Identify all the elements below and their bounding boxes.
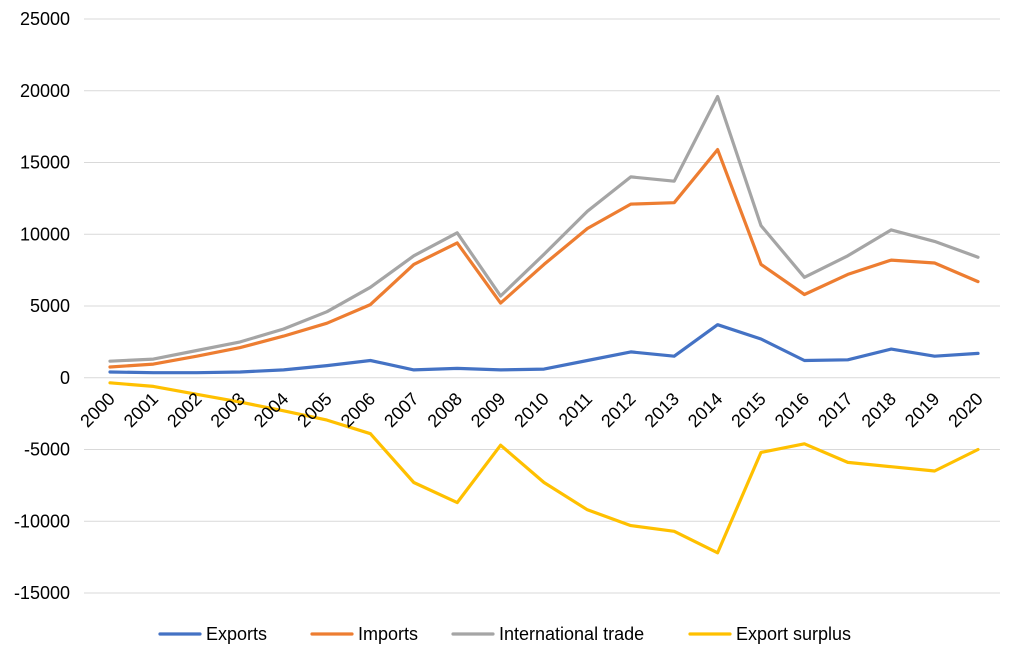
legend-label: International trade <box>499 624 644 644</box>
y-tick-label: 25000 <box>20 9 70 29</box>
y-tick-label: -15000 <box>14 583 70 603</box>
x-tick-label: 2000 <box>76 389 118 431</box>
x-tick-label: 2016 <box>771 389 813 431</box>
y-axis-ticks: -15000 -10000 -5000 0 5000 10000 15000 20000 250… <box>14 9 70 603</box>
x-tick-label: 2001 <box>120 389 162 431</box>
y-tick-label: 20000 <box>20 81 70 101</box>
legend-label: Exports <box>206 624 267 644</box>
series-line-imports <box>108 148 980 369</box>
legend-label: Export surplus <box>736 624 851 644</box>
x-tick-label: 2018 <box>858 389 900 431</box>
x-tick-label: 2008 <box>424 389 466 431</box>
y-tick-label: -10000 <box>14 511 70 531</box>
legend-item-export-surplus: Export surplus <box>688 624 851 644</box>
x-tick-label: 2015 <box>727 389 769 431</box>
x-axis-ticks: 2000 2001 2002 2003 2004 2005 2006 2007 2008 2009… <box>76 389 986 431</box>
x-tick-label: 2009 <box>467 389 509 431</box>
series-line-export-surplus <box>108 381 980 555</box>
x-tick-label: 2006 <box>337 389 379 431</box>
x-tick-label: 2019 <box>901 389 943 431</box>
x-tick-label: 2011 <box>555 389 597 431</box>
x-tick-label: 2010 <box>510 389 552 431</box>
x-tick-label: 2005 <box>293 389 335 431</box>
x-tick-label: 2017 <box>814 389 856 431</box>
y-tick-label: 5000 <box>30 296 70 316</box>
y-tick-label: 0 <box>60 368 70 388</box>
x-tick-label: 2013 <box>641 389 683 431</box>
x-tick-label: 2007 <box>380 389 422 431</box>
y-tick-label: 10000 <box>20 224 70 244</box>
x-tick-label: 2012 <box>597 389 639 431</box>
x-tick-label: 2003 <box>207 389 249 431</box>
legend-label: Imports <box>358 624 418 644</box>
x-tick-label: 2014 <box>684 389 726 431</box>
series-line-exports <box>108 323 980 375</box>
series-line-international-trade <box>108 94 980 363</box>
legend-item-exports: Exports <box>158 624 267 644</box>
series-lines <box>108 94 980 555</box>
x-tick-label: 2020 <box>944 389 986 431</box>
gridlines <box>84 18 1000 594</box>
y-tick-label: -5000 <box>24 440 70 460</box>
legend: Exports Imports International trade Export … <box>158 624 851 644</box>
legend-item-international-trade: International trade <box>451 624 644 644</box>
legend-item-imports: Imports <box>310 624 418 644</box>
y-tick-label: 15000 <box>20 153 70 173</box>
